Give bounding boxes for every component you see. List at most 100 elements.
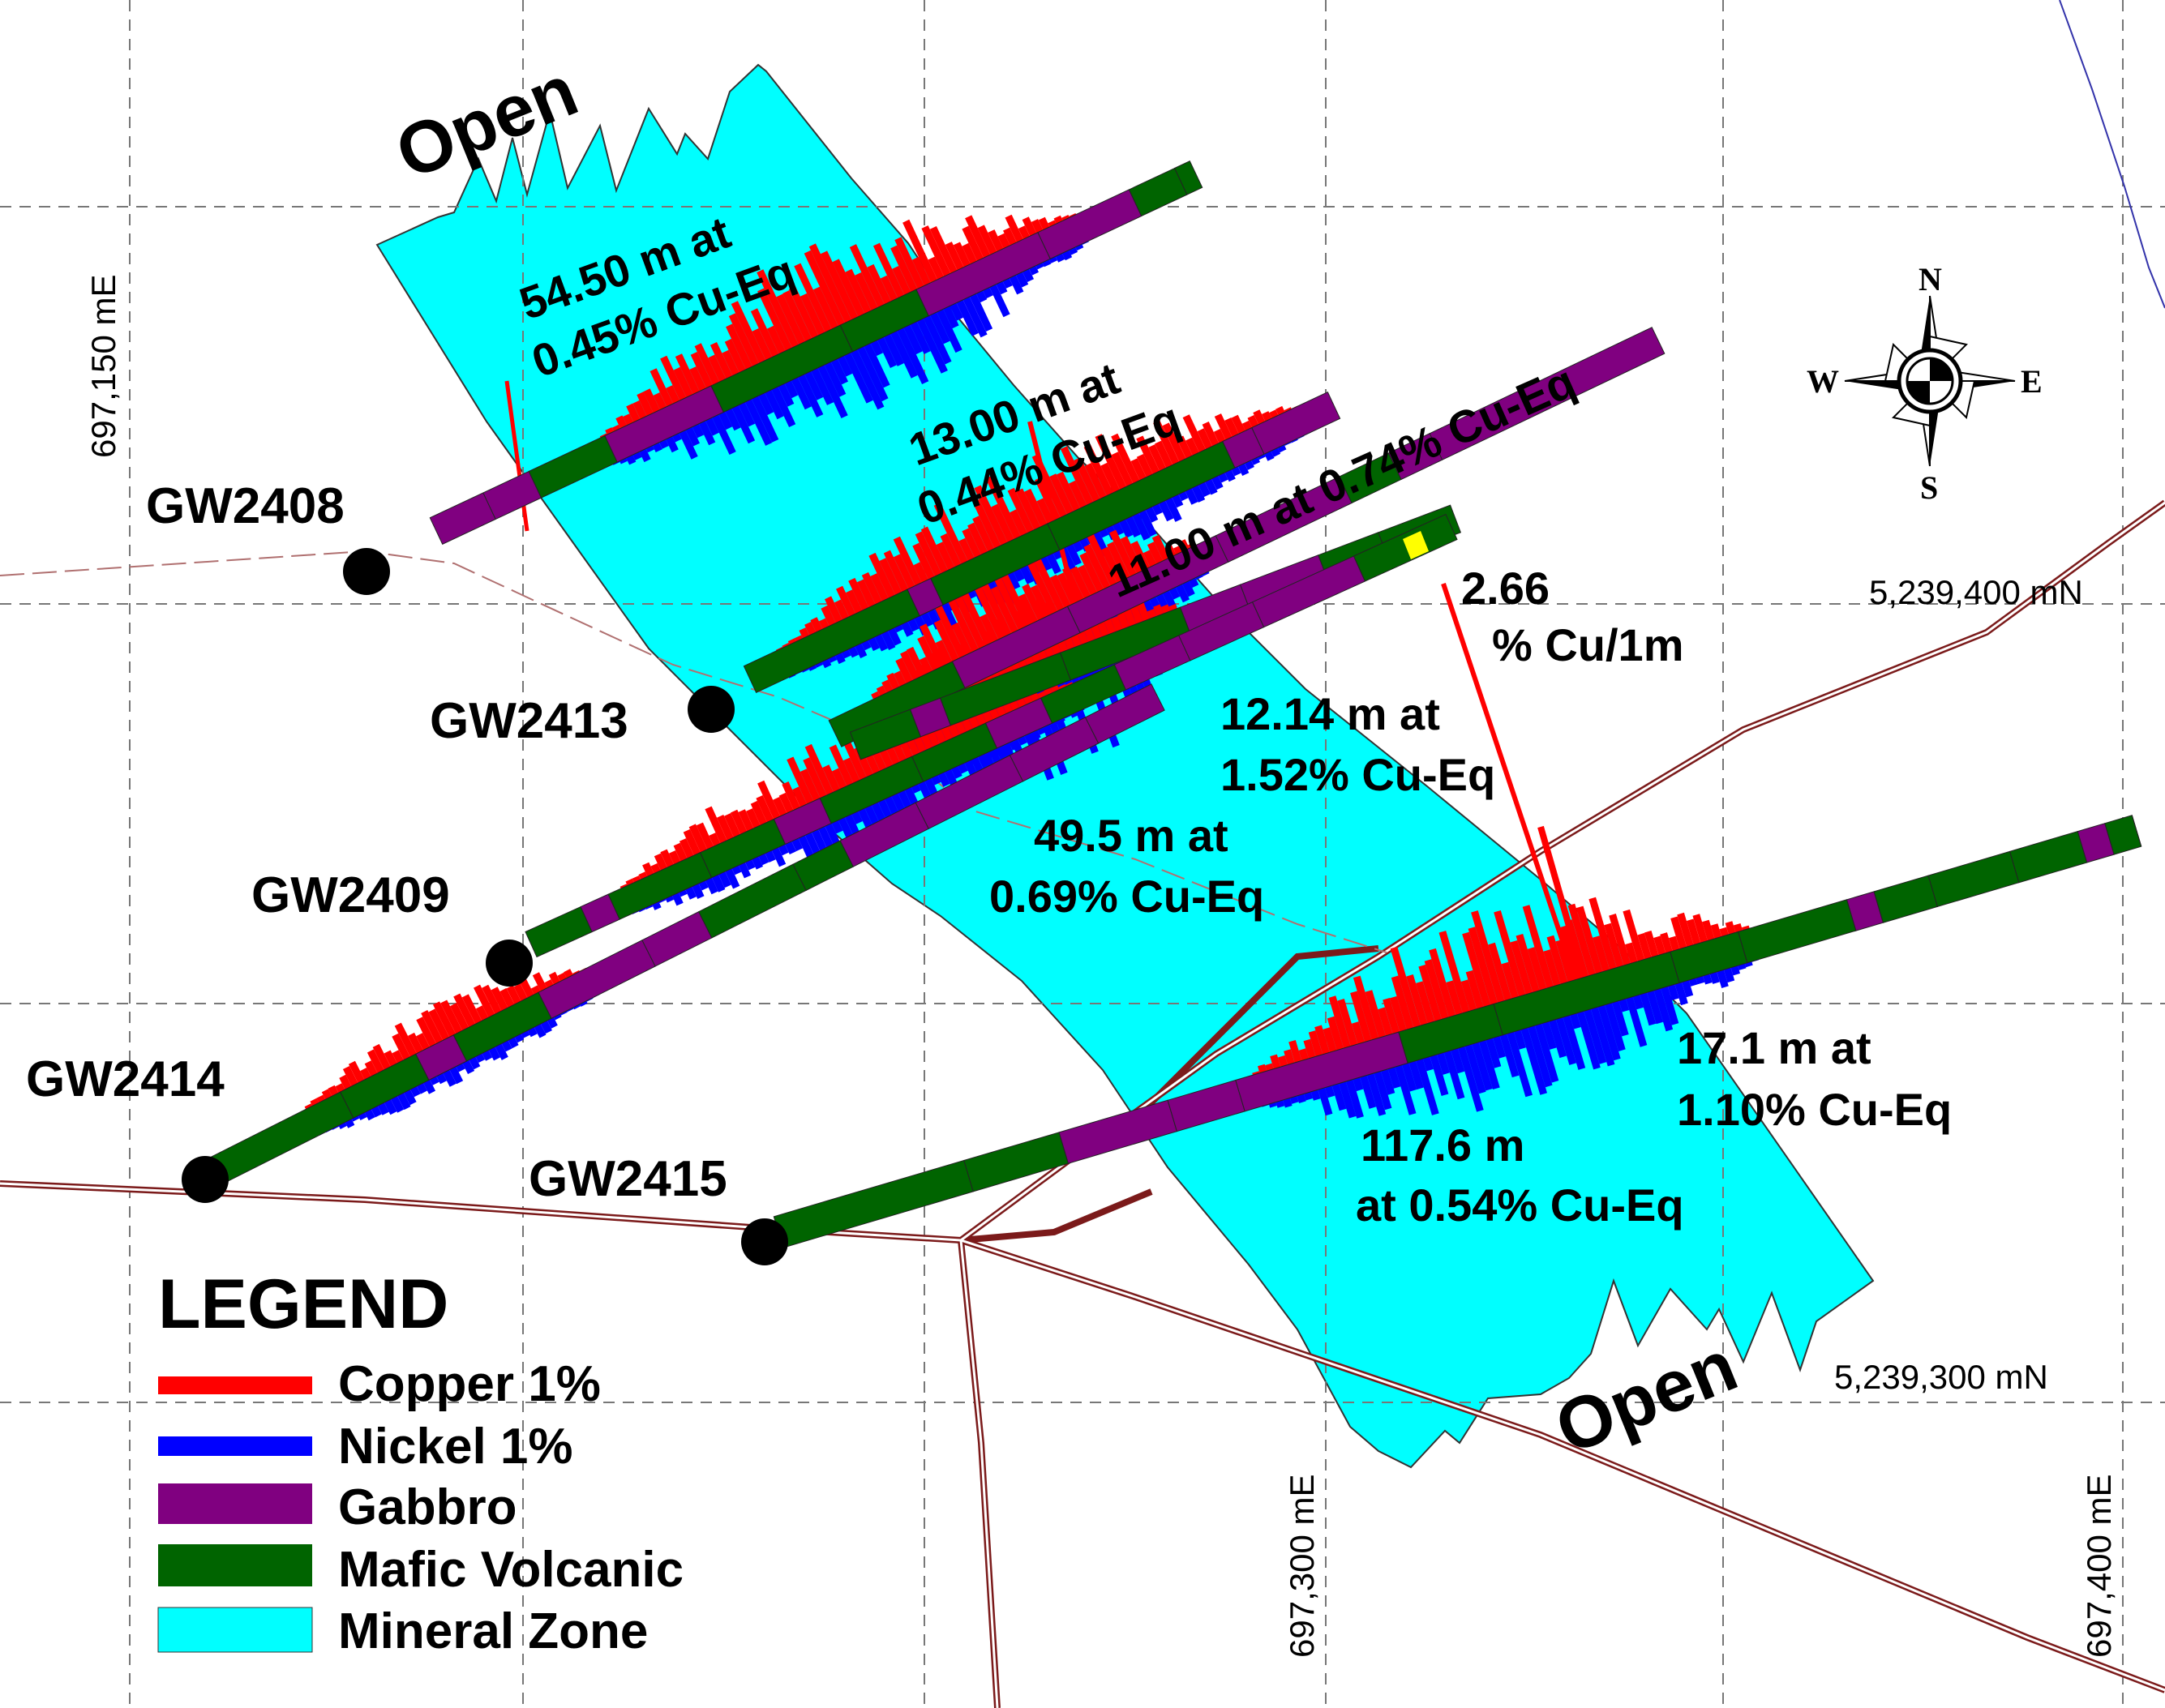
- copper-assay-spike: [1441, 583, 1584, 998]
- yellow-marker: [1403, 531, 1429, 559]
- copper-assay-bar: [1083, 444, 1120, 509]
- nickel-assay-bar: [911, 305, 948, 374]
- intercept-gw2414-line2: 0.69% Cu-Eq: [989, 871, 1264, 922]
- grid-label-e300: 697,300 mE: [1283, 1475, 1321, 1659]
- dashed-trail: [0, 550, 1387, 953]
- drill-trace-gw2408[interactable]: [429, 161, 1203, 545]
- mafic-volcanic-segment: [1173, 161, 1203, 195]
- copper-assay-bar: [1567, 903, 1601, 991]
- nickel-assay-bar: [1411, 1042, 1439, 1115]
- legend-swatch-gabbro: [158, 1483, 312, 1524]
- compass-north: N: [1918, 261, 1942, 298]
- mafic-volcanic-segment: [1737, 899, 1857, 964]
- copper-assay-bar: [1030, 550, 1071, 625]
- compass-east: E: [2021, 363, 2043, 400]
- drill-trace-gw2409[interactable]: [525, 513, 1458, 958]
- blue-line: [2059, 0, 2165, 309]
- copper-assay-bar: [1588, 897, 1622, 986]
- intercept-peak-line2: % Cu/1m: [1492, 619, 1684, 670]
- nickel-assay-bar: [1516, 1012, 1547, 1095]
- compass-south: S: [1920, 469, 1938, 506]
- compass-west: W: [1807, 363, 1839, 400]
- mafic-volcanic-segment: [1873, 875, 1939, 923]
- copper-assay-bar: [975, 570, 1018, 650]
- copper-assay-bar: [776, 293, 812, 358]
- mafic-volcanic-segment: [525, 905, 593, 958]
- legend-swatch-mafic: [158, 1544, 312, 1586]
- collar-gw2414[interactable]: [182, 1156, 229, 1203]
- intercept-peak-line1: 2.66: [1461, 563, 1550, 614]
- legend-swatch-nickel: [158, 1436, 312, 1456]
- copper-assay-bar: [921, 225, 957, 290]
- compass-rose-icon: N S E W: [1807, 261, 2043, 506]
- copper-assay-bar: [902, 219, 944, 296]
- nickel-assay-bar: [1453, 1030, 1484, 1112]
- copper-assay-bar: [731, 301, 772, 377]
- collars: [182, 548, 788, 1265]
- nickel-assay-bar: [844, 336, 885, 410]
- nickel-assay-bar: [838, 339, 873, 404]
- grid-label-n300: 5,239,300 mN: [1834, 1358, 2048, 1396]
- copper-assay-bar: [1468, 927, 1503, 1021]
- intercept-gw2415-right-line1: 17.1 m at: [1677, 1022, 1871, 1073]
- legend-label-mineral: Mineral Zone: [338, 1603, 648, 1659]
- copper-assay-bar: [757, 269, 805, 362]
- nickel-assay-bar: [1579, 993, 1607, 1064]
- copper-assay-bar: [1111, 433, 1147, 497]
- hole-label-gw2413: GW2413: [430, 693, 628, 749]
- copper-assay-bar: [1494, 910, 1531, 1012]
- drill-trace-gw2414[interactable]: [208, 683, 1165, 1185]
- nickel-assay-bar: [1593, 989, 1621, 1061]
- gabbro-segment: [1084, 683, 1165, 744]
- nickel-assay-bar: [1523, 1010, 1553, 1088]
- copper-assay-bar: [1438, 931, 1475, 1029]
- copper-assay-bar: [941, 583, 985, 666]
- intercept-gw2415-line2: at 0.54% Cu-Eq: [1356, 1179, 1684, 1231]
- mafic-volcanic-segment: [2009, 830, 2088, 884]
- copper-assay-bar: [974, 485, 1014, 559]
- intercept-gw2409-line1: 12.14 m at: [1220, 688, 1440, 739]
- drill-trace-gw2413[interactable]: [743, 392, 1341, 693]
- grid-label-n400: 5,239,400 mN: [1869, 573, 2083, 611]
- collar-gw2413[interactable]: [688, 686, 735, 733]
- copper-assay-spike: [1027, 421, 1081, 617]
- grid-label-e150: 697,150 mE: [84, 275, 122, 459]
- nickel-assay-bar: [1502, 1016, 1533, 1098]
- legend-swatch-copper: [158, 1376, 312, 1394]
- collar-gw2415[interactable]: [741, 1218, 788, 1265]
- copper-assay-bar: [1462, 931, 1495, 1023]
- legend-label-mafic: Mafic Volcanic: [338, 1542, 684, 1598]
- copper-assay-bar: [872, 242, 911, 312]
- intercept-gw2409-line2: 1.52% Cu-Eq: [1220, 749, 1495, 800]
- copper-assay-bar: [985, 475, 1027, 553]
- nickel-assay-bar: [1586, 991, 1615, 1067]
- collar-gw2408[interactable]: [343, 548, 390, 595]
- copper-assay-bar: [1471, 910, 1510, 1019]
- legend-label-nickel: Nickel 1%: [338, 1419, 573, 1475]
- drill-trace-gw2409a[interactable]: [828, 327, 1666, 747]
- copper-assay-bar: [933, 502, 975, 578]
- nickel-assay-bar: [851, 332, 889, 402]
- intercept-gw2414-line1: 49.5 m at: [1034, 810, 1228, 861]
- nickel-assay-bar: [811, 351, 848, 418]
- copper-assay-bar: [728, 313, 765, 380]
- grid-label-e400: 697,400 mE: [2080, 1475, 2118, 1659]
- copper-assay-bar: [1558, 925, 1587, 996]
- copper-assay-bar: [1060, 446, 1100, 519]
- hole-label-gw2409: GW2409: [251, 867, 450, 923]
- hole-label-gw2414: GW2414: [26, 1051, 225, 1107]
- legend-swatch-mineral: [157, 1607, 313, 1653]
- drill-trace-gw2415[interactable]: [773, 815, 2142, 1248]
- hole-label-gw2415: GW2415: [529, 1151, 727, 1207]
- copper-assay-bar: [794, 263, 838, 346]
- drill-traces: [208, 161, 2142, 1248]
- collar-gw2409[interactable]: [486, 940, 533, 987]
- copper-assay-bar: [787, 756, 820, 817]
- copper-assay-spike: [1537, 825, 1593, 999]
- copper-assay-bar: [804, 743, 839, 808]
- gabbro-segment: [1251, 392, 1341, 455]
- copper-assay-bar: [893, 536, 928, 599]
- copper-assay-bar: [894, 237, 931, 302]
